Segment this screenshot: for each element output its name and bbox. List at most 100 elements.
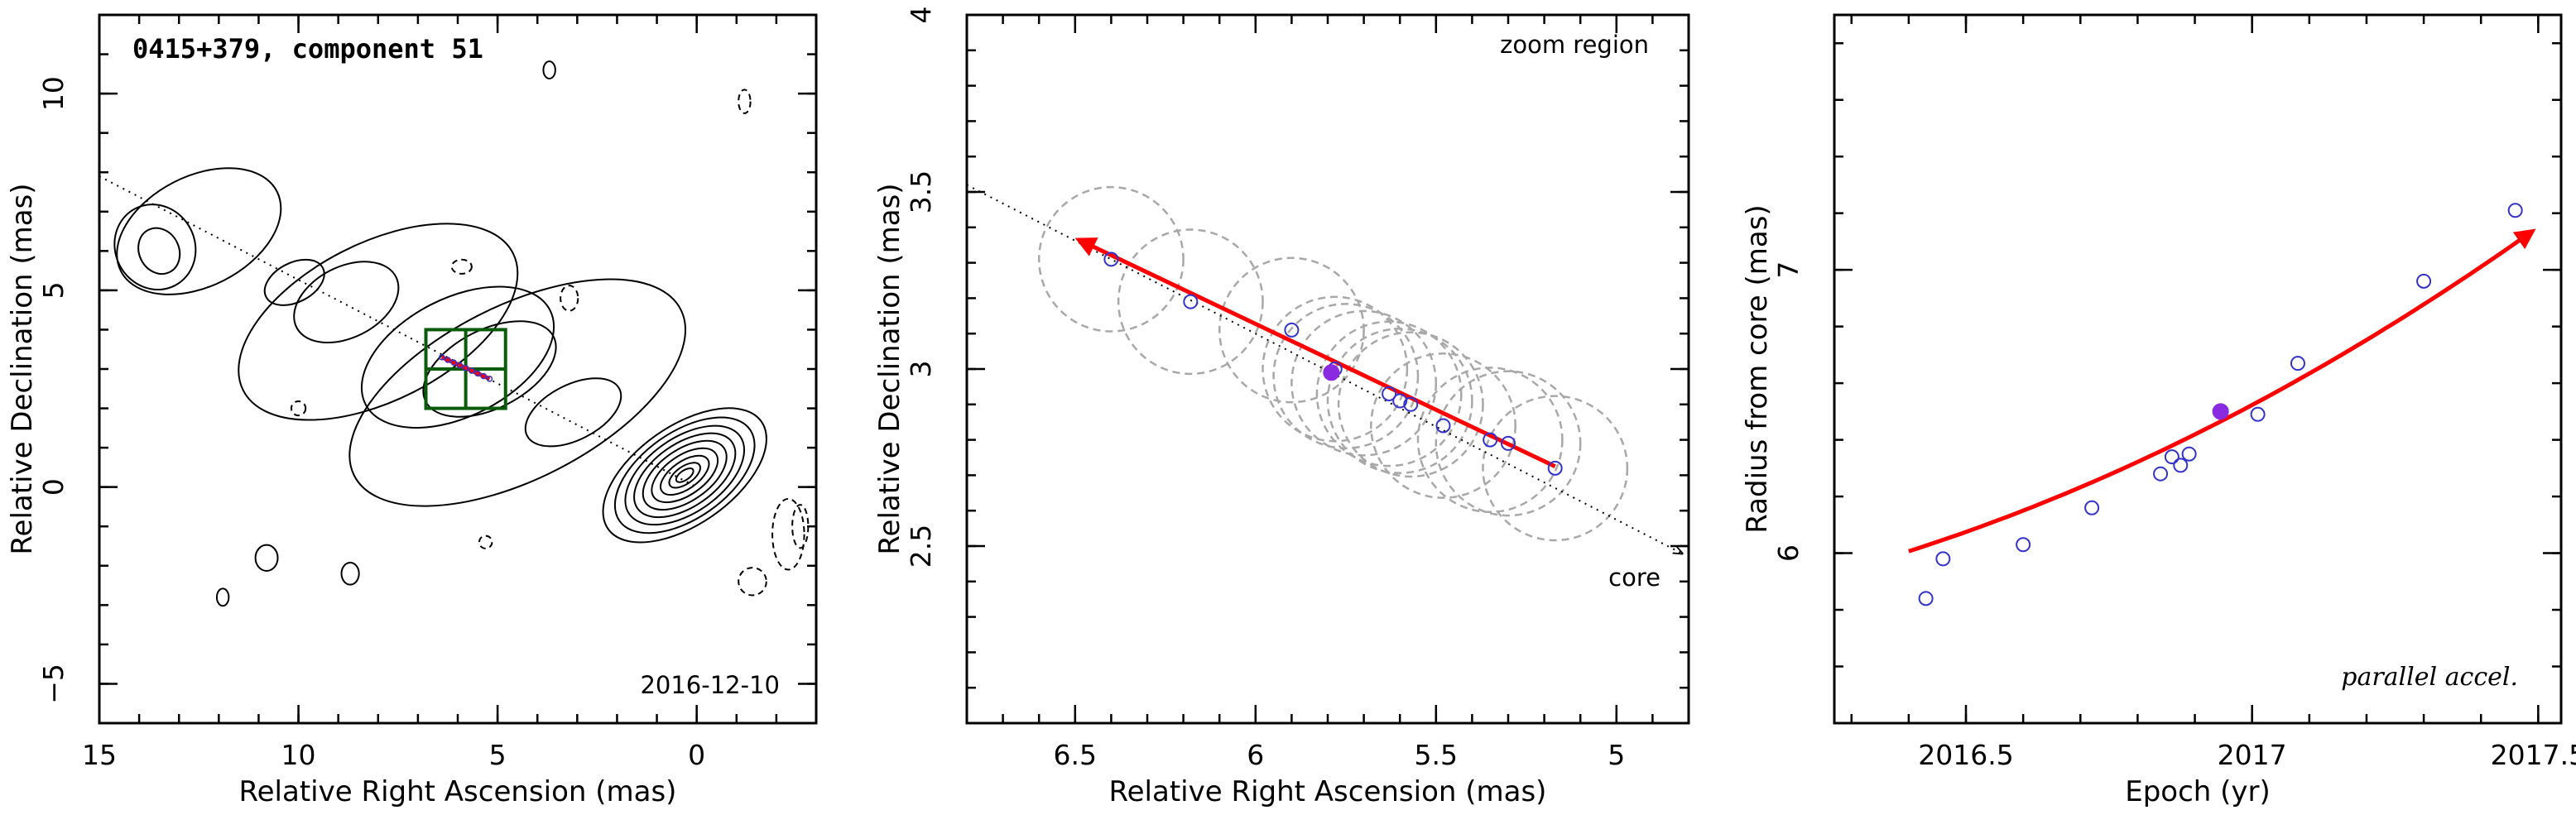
- zoom-y-tick-label: 3.5: [905, 170, 937, 213]
- uncertainty-circle: [1272, 303, 1420, 450]
- radius-x-axis-title: Epoch (yr): [2125, 775, 2271, 808]
- core-contour: [613, 416, 756, 534]
- core-contour: [675, 467, 694, 483]
- position-point: [1501, 435, 1516, 451]
- zoom-x-tick-label: 5.5: [1415, 739, 1458, 771]
- isolated-contour: [340, 561, 360, 586]
- position-point: [1103, 252, 1119, 267]
- core-contour: [633, 432, 737, 519]
- jet-contour: [137, 227, 181, 276]
- zoom-region-label: zoom region: [1500, 31, 1649, 59]
- uncertainty-circle: [1315, 320, 1463, 467]
- uncertainty-circle: [1337, 331, 1484, 478]
- position-point: [1435, 418, 1451, 434]
- radius-point: [2153, 466, 2169, 482]
- radius-point: [2164, 449, 2180, 465]
- track-point: [456, 362, 464, 369]
- map-y-tick-label: −5: [37, 664, 70, 704]
- negative-contour: [290, 400, 307, 417]
- current-epoch-point: [1323, 364, 1340, 381]
- position-point: [1483, 432, 1498, 448]
- zoom-ticks: 6.5 6 5.5 5 2.5 3 3.5 4: [905, 7, 1690, 771]
- radius-overlay-layer: [1908, 203, 2536, 606]
- jet-contour: [116, 167, 282, 295]
- position-point: [1547, 460, 1563, 476]
- core-contour: [624, 424, 746, 526]
- map-y-axis-title: Relative Declination (mas): [6, 183, 39, 554]
- uncertainty-circle: [1435, 370, 1582, 517]
- map-y-tick-label: 0: [37, 478, 70, 496]
- uncertainty-circles: [1037, 185, 1629, 542]
- radius-point: [1918, 591, 1934, 606]
- radius-point: [1935, 551, 1951, 567]
- radius-y-tick-label: 7: [1772, 261, 1805, 279]
- radius-plot-frame: [1833, 13, 2563, 725]
- radius-y-axis-title: Radius from core (mas): [1741, 204, 1774, 533]
- uncertainty-circle: [1416, 367, 1564, 514]
- map-x-axis-title: Relative Right Ascension (mas): [239, 775, 677, 808]
- negative-contour: [478, 534, 493, 549]
- radius-point: [2084, 500, 2100, 515]
- radius-x-tick-label: 2016.5: [1918, 739, 2013, 771]
- position-point: [1382, 386, 1397, 401]
- radius-x-tick-label: 2017: [2218, 739, 2287, 771]
- radius-panel: 2016.5 2017 2017.5 6 7 parallel accel. Epoch…: [1741, 13, 2576, 808]
- map-x-tick-label: 15: [82, 739, 117, 771]
- core-contour: [642, 439, 728, 511]
- jet-contour: [238, 223, 519, 421]
- negative-contour: [771, 497, 805, 571]
- core-contour: [651, 447, 719, 504]
- core-contour: [668, 462, 701, 489]
- current-epoch-point: [2212, 403, 2229, 420]
- zoom-x-tick-label: 5: [1608, 739, 1625, 771]
- radius-x-tick-label: 2017.5: [2491, 739, 2576, 771]
- uncertainty-circle: [1218, 256, 1365, 404]
- track-point: [439, 353, 445, 361]
- zoom-y-tick-label: 2.5: [905, 525, 937, 568]
- radius-point: [2507, 203, 2523, 218]
- track-point: [486, 376, 493, 382]
- radius-point: [2250, 406, 2266, 422]
- zoom-overlay-layer: [967, 184, 1681, 553]
- radius-ticks: 2016.5 2017 2017.5 6 7: [1772, 15, 2576, 771]
- radius-point: [2290, 356, 2305, 371]
- acceleration-fit-curve: [1908, 228, 2536, 554]
- core-contour: [602, 407, 767, 544]
- radius-point: [2416, 273, 2432, 289]
- jet-contour: [263, 258, 325, 306]
- zoom-y-tick-label: 4: [905, 7, 937, 24]
- track-point: [462, 365, 469, 371]
- position-point: [1392, 393, 1408, 409]
- jet-axis-line: [99, 175, 698, 488]
- uncertainty-circle: [1482, 395, 1629, 542]
- position-point: [1403, 396, 1419, 412]
- uncertainty-circle: [1037, 185, 1185, 333]
- negative-contour: [738, 89, 752, 114]
- map-x-tick-label: 0: [688, 739, 705, 771]
- zoom-x-tick-label: 6: [1247, 739, 1264, 771]
- uncertainty-circle: [1326, 328, 1473, 474]
- zoom-x-axis-title: Relative Right Ascension (mas): [1109, 775, 1547, 808]
- track-point: [445, 357, 451, 363]
- map-y-tick-label: 5: [37, 281, 70, 299]
- jet-contour: [348, 278, 686, 507]
- map-date-label: 2016-12-10: [640, 671, 780, 699]
- map-ticks: 15 10 5 0 −5 0 5 10: [37, 13, 818, 771]
- radius-point: [2016, 537, 2031, 553]
- map-x-tick-label: 5: [489, 739, 507, 771]
- jet-contour: [293, 261, 400, 344]
- uncertainty-circle: [1117, 228, 1264, 376]
- zoom-y-tick-label: 3: [905, 361, 937, 378]
- zoom-x-tick-label: 6.5: [1054, 739, 1097, 771]
- map-x-tick-label: 10: [281, 739, 316, 771]
- jet-contour: [360, 285, 555, 429]
- negative-contour: [560, 285, 579, 312]
- velocity-fit-arrow: [1074, 237, 1556, 468]
- track-point: [450, 359, 457, 367]
- core-direction-label: core: [1608, 563, 1660, 592]
- core-contour: [660, 454, 710, 496]
- track-point: [469, 367, 475, 374]
- uncertainty-circle: [1370, 352, 1516, 499]
- negative-contour: [450, 258, 473, 275]
- track-point: [474, 370, 481, 377]
